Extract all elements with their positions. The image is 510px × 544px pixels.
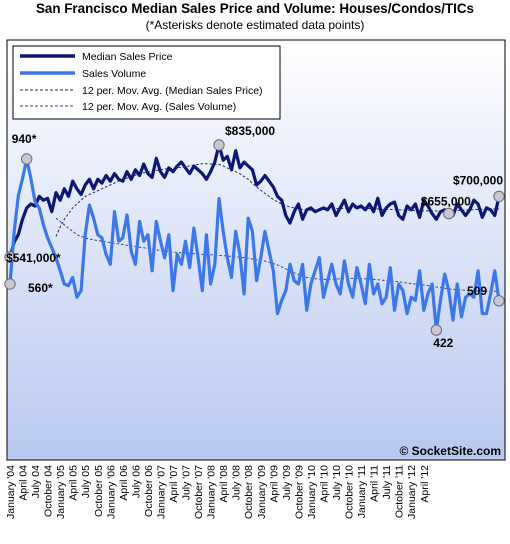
annotation-marker — [493, 190, 505, 203]
x-tick-label: July '08 — [231, 465, 243, 500]
annotation-label: $835,000 — [225, 124, 275, 138]
annotation-marker — [4, 278, 16, 290]
moving-average-lines — [55, 163, 499, 292]
x-tick-label: April 04 — [18, 465, 30, 501]
x-tick-label: October 06 — [143, 465, 155, 517]
legend-label-mov-avg-price: 12 per. Mov. Avg. (Median Sales Price) — [82, 85, 263, 97]
series-lines — [8, 143, 501, 332]
annotation-label: 940* — [12, 132, 37, 146]
x-tick-label: October '10 — [344, 465, 356, 519]
sales-volume-line — [8, 157, 501, 332]
chart-subtitle: (*Asterisks denote estimated data points… — [145, 18, 365, 32]
x-tick-label: July 05 — [80, 465, 92, 498]
x-tick-label: April '12 — [419, 465, 431, 503]
x-tick-label: January '04 — [5, 465, 17, 519]
x-tick-label: July '10 — [331, 465, 343, 500]
x-tick-label: January '09 — [256, 465, 268, 519]
x-tick-label: January '10 — [306, 465, 318, 519]
x-tick-label: January '12 — [406, 465, 418, 519]
x-tick-label: January '08 — [206, 465, 218, 519]
annotation-marker — [430, 324, 442, 336]
annotation-label: 422 — [433, 336, 453, 350]
annotation-label: $700,000 — [453, 173, 503, 187]
x-tick-label: January '05 — [55, 465, 67, 519]
x-tick-label: April '07 — [168, 465, 180, 503]
x-axis-tick-labels: January '04 April 04 July 04 October 04 Janu… — [5, 465, 431, 519]
x-tick-label: January '06 — [105, 465, 117, 519]
x-tick-label: July '07 — [181, 465, 193, 500]
x-tick-label: July '11 — [381, 465, 393, 500]
x-tick-label: April '08 — [218, 465, 230, 503]
legend-box — [12, 45, 281, 120]
x-tick-label: April '10 — [319, 465, 331, 503]
annotation-markers — [4, 139, 505, 336]
x-tick-label: April 06 — [118, 465, 130, 501]
x-tick-label: January '07 — [156, 465, 168, 519]
x-tick-label: April '11 — [369, 465, 381, 502]
x-tick-label: October '08 — [243, 465, 255, 519]
annotation-marker — [21, 153, 33, 165]
x-tick-label: July 04 — [30, 465, 42, 498]
chart-title: San Francisco Median Sales Price and Vol… — [35, 1, 475, 16]
x-tick-label: October 04 — [43, 465, 55, 517]
annotation-label: $541,000* — [6, 251, 61, 265]
x-tick-label: January '11 — [356, 465, 368, 518]
x-tick-label: April 05 — [68, 465, 80, 501]
annotation-marker — [443, 207, 455, 220]
x-tick-label: October 05 — [93, 465, 105, 517]
x-tick-label: July '09 — [281, 465, 293, 500]
x-tick-label: October '07 — [193, 465, 205, 519]
annotation-labels: 940* $835,000 $541,000* 560* $655,000 $700,00… — [6, 124, 503, 350]
median-price-line — [8, 143, 501, 258]
annotation-label: 509 — [467, 284, 487, 298]
annotation-marker — [213, 139, 225, 151]
annotation-marker — [4, 251, 16, 263]
legend-label-median-price: Median Sales Price — [82, 51, 173, 63]
mov-avg-volume-line — [55, 217, 499, 292]
legend: Median Sales Price Sales Volume 12 per. … — [12, 45, 281, 120]
annotation-label: 560* — [28, 281, 53, 295]
x-tick-label: April '09 — [268, 465, 280, 503]
x-tick-label: July 06 — [130, 465, 142, 498]
annotation-marker — [493, 295, 505, 307]
legend-label-sales-volume: Sales Volume — [82, 68, 146, 80]
legend-label-mov-avg-volume: 12 per. Mov. Avg. (Sales Volume) — [82, 101, 236, 113]
watermark: © SocketSite.com — [399, 444, 501, 458]
x-tick-label: October '09 — [293, 465, 305, 519]
annotation-label: $655,000 — [421, 195, 471, 209]
x-tick-label: October '11 — [394, 465, 406, 518]
